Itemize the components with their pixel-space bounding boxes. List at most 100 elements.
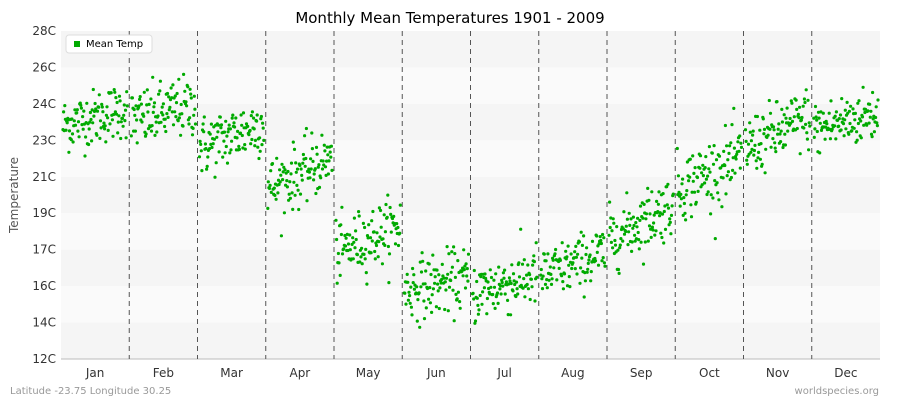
data-point: [161, 113, 165, 117]
y-tick-label: 23C: [32, 133, 56, 147]
data-point: [230, 139, 234, 143]
data-point: [431, 287, 435, 291]
data-point: [839, 128, 843, 132]
data-point: [745, 158, 749, 162]
data-point: [627, 211, 631, 215]
data-point: [841, 122, 846, 126]
data-point: [489, 275, 494, 280]
data-point: [104, 113, 108, 117]
data-point: [304, 156, 308, 161]
data-point: [580, 243, 585, 247]
data-point: [589, 270, 593, 274]
data-point: [707, 145, 712, 149]
data-point: [163, 124, 167, 129]
data-point: [856, 101, 860, 105]
data-point: [554, 247, 558, 252]
data-point: [453, 275, 457, 279]
data-point: [171, 83, 175, 87]
data-point: [285, 179, 289, 183]
data-point: [76, 120, 81, 124]
data-point: [153, 133, 157, 137]
data-point: [250, 137, 254, 142]
data-point: [369, 251, 373, 255]
data-point: [656, 210, 660, 214]
data-point: [85, 101, 89, 105]
data-point: [104, 140, 108, 144]
data-point: [571, 261, 575, 265]
data-point: [510, 263, 514, 267]
x-tick-label: Aug: [561, 366, 584, 380]
data-point: [120, 116, 125, 120]
data-point: [116, 131, 120, 135]
data-point: [472, 268, 476, 273]
data-point: [91, 87, 95, 92]
data-point: [235, 136, 239, 140]
data-point: [492, 285, 497, 289]
data-point: [112, 112, 116, 117]
data-point: [144, 132, 148, 136]
data-point: [807, 121, 811, 125]
data-point: [638, 204, 643, 208]
data-point: [840, 97, 844, 101]
data-point: [225, 161, 230, 165]
data-point: [253, 144, 257, 148]
data-point: [260, 143, 264, 147]
data-point: [529, 277, 534, 281]
data-point: [465, 267, 469, 271]
data-point: [853, 111, 858, 115]
data-point: [188, 87, 192, 91]
data-point: [713, 237, 717, 241]
data-point: [159, 120, 163, 124]
data-point: [676, 174, 681, 178]
data-point: [817, 116, 821, 120]
data-point: [703, 181, 707, 185]
data-point: [579, 266, 583, 270]
data-point: [322, 143, 326, 147]
data-point: [95, 133, 99, 137]
data-point: [437, 306, 441, 311]
data-point: [422, 299, 426, 303]
data-point: [550, 277, 554, 281]
data-point: [241, 111, 246, 115]
data-point: [652, 221, 656, 225]
data-point: [125, 90, 129, 94]
data-point: [288, 196, 292, 200]
data-point: [684, 218, 688, 222]
data-point: [79, 106, 83, 110]
data-point: [681, 177, 685, 181]
data-point: [171, 123, 176, 127]
data-point: [711, 196, 715, 200]
data-point: [507, 276, 511, 280]
data-point: [602, 236, 606, 240]
data-point: [112, 88, 116, 92]
data-point: [135, 141, 139, 145]
data-point: [216, 130, 220, 134]
data-point: [316, 165, 320, 169]
data-point: [243, 143, 247, 147]
data-point: [246, 124, 250, 128]
data-point: [321, 159, 325, 163]
data-point: [447, 285, 452, 289]
data-point: [861, 85, 865, 89]
data-point: [514, 294, 518, 299]
data-point: [472, 297, 476, 301]
data-point: [156, 114, 160, 118]
data-point: [121, 124, 125, 128]
data-point: [551, 258, 555, 262]
data-point: [406, 298, 410, 302]
data-point: [252, 127, 256, 131]
data-point: [100, 105, 104, 109]
data-point: [756, 156, 760, 160]
data-point: [212, 137, 216, 141]
data-point: [501, 284, 505, 288]
data-point: [427, 262, 431, 266]
data-point: [723, 163, 727, 168]
data-point: [250, 110, 254, 114]
data-point: [511, 272, 516, 276]
data-point: [406, 280, 410, 284]
data-point: [255, 113, 259, 117]
data-point: [795, 107, 799, 111]
data-point: [453, 252, 457, 256]
data-point: [240, 133, 244, 138]
data-point: [823, 137, 827, 141]
